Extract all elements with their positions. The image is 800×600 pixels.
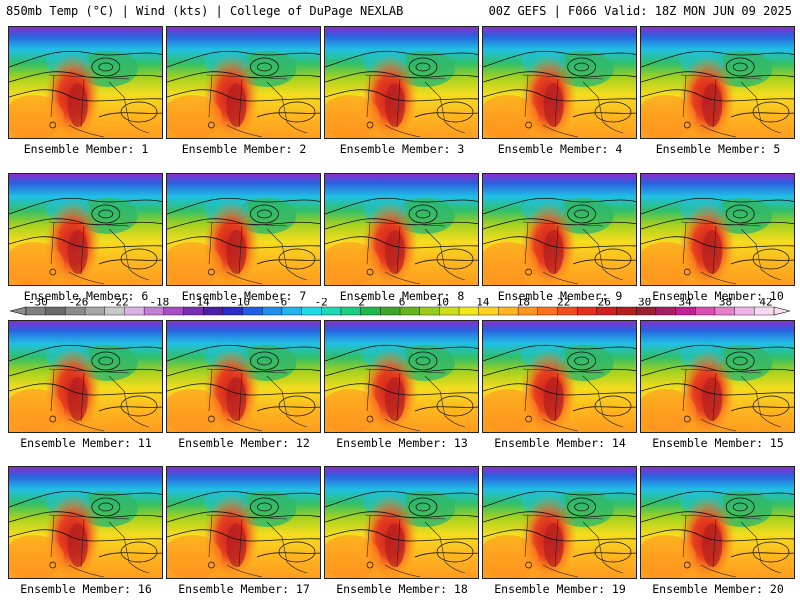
member-label: Ensemble Member: 2 — [181, 142, 307, 156]
temperature-map — [483, 467, 636, 578]
colorbar-segment — [498, 306, 519, 316]
temperature-map — [167, 321, 320, 432]
colorbar-tick-label: 22 — [557, 298, 570, 309]
map-frame — [640, 466, 795, 579]
member-label: Ensemble Member: 14 — [494, 436, 626, 450]
map-frame — [166, 26, 321, 139]
colorbar-tick-label: 30 — [638, 298, 651, 309]
temperature-map — [483, 174, 636, 285]
colorbar-tick-label: 14 — [476, 298, 490, 309]
colorbar-tick-label: 34 — [678, 298, 692, 309]
run-info: 00Z GEFS | F066 Valid: 18Z MON JUN 09 20… — [488, 4, 792, 18]
colorbar-svg: -30 -26 -22 -18 -14 -10 -6 -2 2 6 10 14 18 22 26 30 34 38… — [9, 298, 791, 316]
map-frame — [482, 173, 637, 286]
temperature-colorbar: -30 -26 -22 -18 -14 -10 -6 -2 2 6 10 14 18 22 26 30 34 38… — [8, 298, 792, 318]
member-label: Ensemble Member: 13 — [336, 436, 468, 450]
colorbar-tick-label: -14 — [190, 298, 210, 309]
temperature-map — [325, 321, 478, 432]
map-frame — [324, 320, 479, 433]
temperature-map — [9, 27, 162, 138]
colorbar-segment — [616, 306, 637, 316]
map-frame — [640, 173, 795, 286]
temperature-map — [167, 467, 320, 578]
colorbar-tick-label: 6 — [399, 298, 406, 309]
map-frame — [8, 26, 163, 139]
map-frame — [640, 26, 795, 139]
map-frame — [8, 173, 163, 286]
map-frame — [166, 320, 321, 433]
member-label: Ensemble Member: 17 — [178, 582, 310, 596]
colorbar-segment — [380, 306, 401, 316]
member-label: Ensemble Member: 1 — [23, 142, 149, 156]
colorbar-segment — [576, 306, 598, 316]
temperature-map — [641, 321, 794, 432]
map-frame — [482, 466, 637, 579]
temperature-map — [9, 467, 162, 578]
temperature-map — [325, 27, 478, 138]
map-frame — [324, 26, 479, 139]
temperature-map — [483, 27, 636, 138]
map-frame — [324, 466, 479, 579]
temperature-map — [483, 321, 636, 432]
colorbar-tick-label: 10 — [436, 298, 449, 309]
colorbar-segment — [695, 306, 716, 316]
member-label: Ensemble Member: 11 — [20, 436, 152, 450]
temperature-map — [9, 321, 162, 432]
temperature-map — [167, 174, 320, 285]
colorbar-tick-label: -26 — [69, 298, 89, 309]
colorbar-segment — [734, 306, 755, 316]
map-frame — [166, 173, 321, 286]
map-frame — [8, 466, 163, 579]
member-label: Ensemble Member: 8 — [339, 289, 465, 303]
temperature-map — [641, 27, 794, 138]
colorbar-tick-label: 38 — [719, 298, 732, 309]
colorbar-arrow-right — [773, 306, 791, 316]
colorbar-tick-label: -6 — [274, 298, 287, 309]
colorbar-segment — [45, 306, 66, 316]
temperature-map — [641, 467, 794, 578]
header: 850mb Temp (°C) | Wind (kts) | College o… — [0, 0, 800, 22]
colorbar-tick-label: -18 — [149, 298, 169, 309]
member-label: Ensemble Member: 20 — [652, 582, 784, 596]
colorbar-tick-label: -2 — [314, 298, 327, 309]
member-label: Ensemble Member: 7 — [181, 289, 307, 303]
colorbar-arrow-left — [9, 306, 27, 316]
map-frame — [482, 320, 637, 433]
member-label: Ensemble Member: 6 — [23, 289, 149, 303]
colorbar-tick-label: -30 — [28, 298, 48, 309]
member-label: Ensemble Member: 5 — [655, 142, 781, 156]
member-label: Ensemble Member: 4 — [497, 142, 623, 156]
map-frame — [482, 26, 637, 139]
map-frame — [8, 320, 163, 433]
map-frame — [166, 466, 321, 579]
colorbar-tick-label: 26 — [598, 298, 611, 309]
chart-title: 850mb Temp (°C) | Wind (kts) | College o… — [6, 4, 404, 18]
colorbar-tick-label: 18 — [517, 298, 530, 309]
member-label: Ensemble Member: 9 — [497, 289, 623, 303]
map-frame — [324, 173, 479, 286]
member-label: Ensemble Member: 3 — [339, 142, 465, 156]
colorbar-tick-label: 2 — [358, 298, 365, 309]
member-label: Ensemble Member: 12 — [178, 436, 310, 450]
temperature-map — [9, 174, 162, 285]
colorbar-tick-label: -22 — [109, 298, 129, 309]
member-label: Ensemble Member: 18 — [336, 582, 468, 596]
colorbar-segment — [655, 306, 677, 316]
temperature-map — [167, 27, 320, 138]
colorbar-tick-label: -10 — [230, 298, 250, 309]
member-label: Ensemble Member: 19 — [494, 582, 626, 596]
temperature-map — [325, 467, 478, 578]
colorbar-tick-label: 42 — [759, 298, 772, 309]
colorbar-segment — [537, 306, 558, 316]
member-label: Ensemble Member: 10 — [652, 289, 784, 303]
temperature-map — [641, 174, 794, 285]
map-frame — [640, 320, 795, 433]
member-label: Ensemble Member: 15 — [652, 436, 784, 450]
member-label: Ensemble Member: 16 — [20, 582, 152, 596]
temperature-map — [325, 174, 478, 285]
